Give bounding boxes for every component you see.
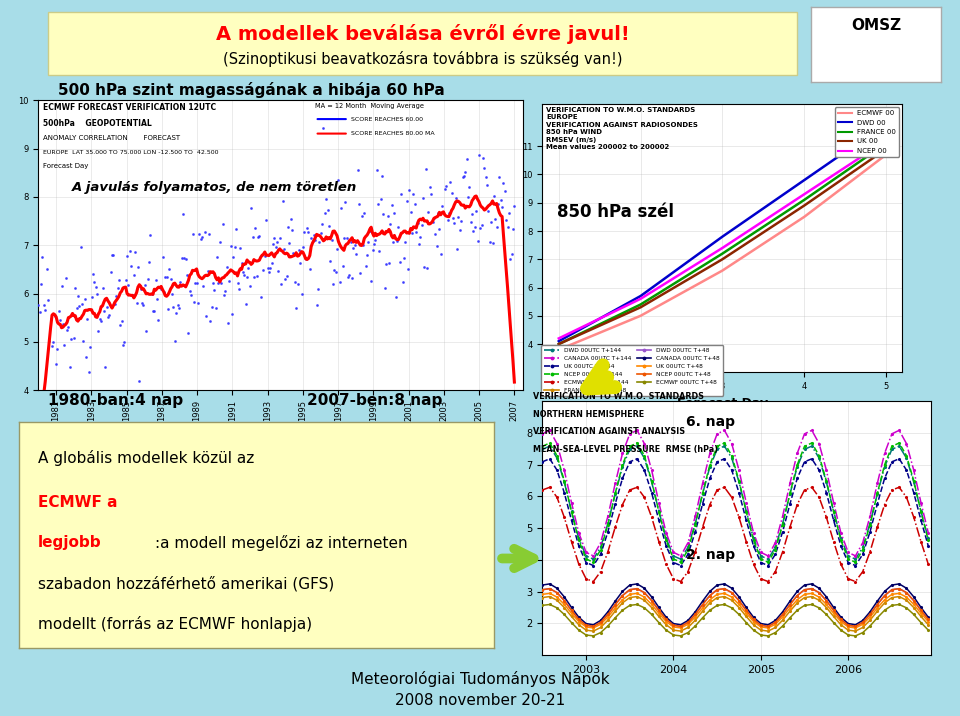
Text: 2007-ben:8 nap: 2007-ben:8 nap (307, 394, 443, 408)
Text: (Szinoptikusi beavatkozásra továbbra is szükség van!): (Szinoptikusi beavatkozásra továbbra is … (223, 52, 622, 67)
Text: A globális modellek közül az: A globális modellek közül az (38, 450, 259, 465)
Legend: DWD 00UTC T+144, CANADA 00UTC T+144, UK 00UTC T+144, NCEP 00UTC T+144, ECMWF 00U: DWD 00UTC T+144, CANADA 00UTC T+144, UK … (541, 344, 723, 395)
Text: A javulás folyamatos, de nem töretlen: A javulás folyamatos, de nem töretlen (72, 181, 357, 195)
Text: VERIFICATION AGAINST ANALYSIS: VERIFICATION AGAINST ANALYSIS (533, 427, 684, 437)
Text: VERIFICATION TO W.M.O. STANDARDS
EUROPE
VERIFICATION AGAINST RADIOSONDES
850 hPa: VERIFICATION TO W.M.O. STANDARDS EUROPE … (546, 107, 698, 150)
Text: ECMWF FORECAST VERIFICATION 12UTC: ECMWF FORECAST VERIFICATION 12UTC (43, 103, 216, 112)
Text: NORTHERN HEMISPHERE: NORTHERN HEMISPHERE (533, 410, 644, 420)
Text: 2. nap: 2. nap (686, 548, 735, 561)
Text: 500hPa    GEOPOTENTIAL: 500hPa GEOPOTENTIAL (43, 119, 152, 128)
Text: ECMWF a: ECMWF a (38, 495, 118, 510)
Text: Meteorológiai Tudományos Napok: Meteorológiai Tudományos Napok (350, 671, 610, 687)
Text: modellt (forrás az ECMWF honlapja): modellt (forrás az ECMWF honlapja) (38, 616, 312, 632)
Text: VERIFICATION TO W.M.O. STANDARDS: VERIFICATION TO W.M.O. STANDARDS (533, 392, 704, 401)
Text: szabadon hozzáférhető amerikai (GFS): szabadon hozzáférhető amerikai (GFS) (38, 576, 334, 591)
Text: MEAN-SEA-LEVEL PRESSURE  RMSE (hPa): MEAN-SEA-LEVEL PRESSURE RMSE (hPa) (533, 445, 718, 454)
Text: :a modell megelőzi az interneten: :a modell megelőzi az interneten (155, 535, 407, 551)
Text: OMSZ: OMSZ (851, 19, 901, 34)
Text: 850 hPa szél: 850 hPa szél (557, 203, 674, 221)
Text: ANOMALY CORRELATION       FORECAST: ANOMALY CORRELATION FORECAST (43, 135, 180, 141)
Text: 6. nap: 6. nap (686, 415, 735, 430)
Text: SCORE REACHES 80.00 MA: SCORE REACHES 80.00 MA (351, 131, 435, 136)
Text: MA = 12 Month  Moving Average: MA = 12 Month Moving Average (315, 103, 423, 109)
Text: legjobb: legjobb (38, 535, 102, 550)
Text: SCORE REACHES 60.00: SCORE REACHES 60.00 (351, 117, 423, 122)
Text: 1980-ban:4 nap: 1980-ban:4 nap (48, 394, 183, 408)
Text: A modellek beválása évről évre javul!: A modellek beválása évről évre javul! (216, 24, 629, 44)
Text: Forecast Day: Forecast Day (43, 163, 88, 168)
Text: 500 hPa szint magasságának a hibája 60 hPa: 500 hPa szint magasságának a hibája 60 h… (58, 82, 444, 97)
Text: EUROPE  LAT 35.000 TO 75.000 LON -12.500 TO  42.500: EUROPE LAT 35.000 TO 75.000 LON -12.500 … (43, 150, 219, 155)
Text: 2008 november 20-21: 2008 november 20-21 (395, 693, 565, 707)
X-axis label: Forecast Day: Forecast Day (677, 397, 768, 410)
Legend: ECMWF 00, DWD 00, FRANCE 00, UK 00, NCEP 00: ECMWF 00, DWD 00, FRANCE 00, UK 00, NCEP… (835, 107, 899, 157)
